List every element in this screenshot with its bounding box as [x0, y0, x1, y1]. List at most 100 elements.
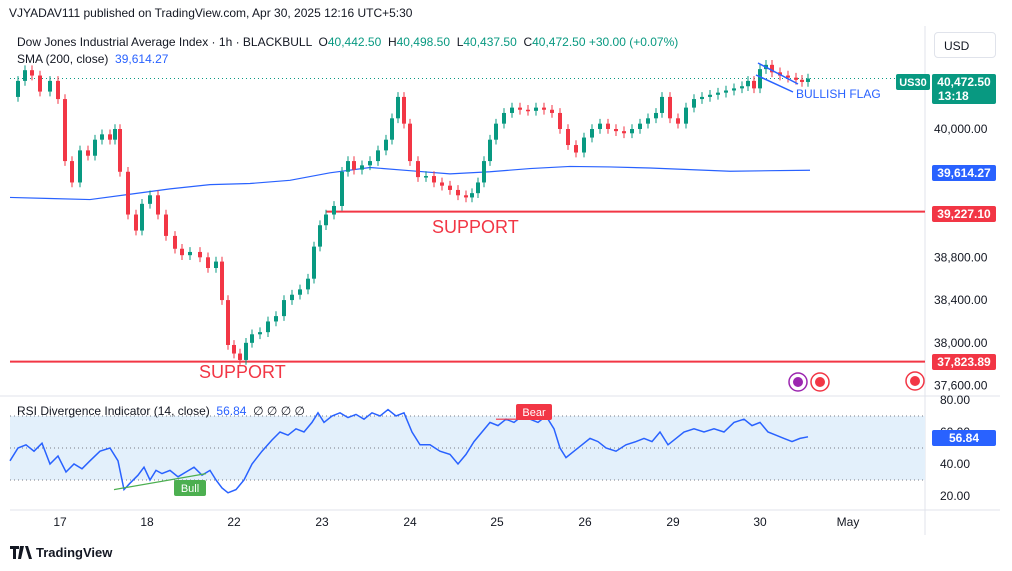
candle-body	[306, 278, 310, 290]
candle-body	[126, 171, 130, 215]
candle-body	[384, 139, 388, 151]
price-axis-tick: 40,000.00	[934, 122, 988, 136]
candle-body	[274, 316, 278, 322]
candle-body	[590, 129, 594, 138]
candle-body	[758, 69, 762, 89]
bull-tag: Bull	[181, 483, 199, 495]
rsi-axis-tick: 20.00	[940, 489, 970, 503]
candle-body	[574, 145, 578, 153]
candle-body	[232, 344, 236, 354]
candle-body	[700, 96, 704, 100]
rsi-badge: 56.84	[949, 431, 979, 445]
last-price-badge-bg	[932, 74, 996, 104]
candle-body	[282, 300, 286, 317]
candle-body	[488, 139, 492, 162]
time-axis-tick: 29	[666, 515, 680, 529]
candle-body	[786, 75, 790, 78]
candle-body	[482, 161, 486, 183]
currency-selector[interactable]: USD	[934, 32, 996, 58]
event-icon-dot	[910, 376, 920, 386]
candle-body	[794, 77, 798, 80]
time-axis-tick: 18	[140, 515, 154, 529]
candle-body	[214, 261, 218, 268]
candle-body	[312, 246, 316, 279]
candle-body	[78, 150, 82, 183]
candle-body	[70, 161, 74, 183]
candle-body	[502, 112, 506, 124]
candle-body	[118, 129, 122, 172]
rsi-legend-placeholders: ∅ ∅ ∅ ∅	[253, 404, 305, 418]
candle-body	[646, 118, 650, 124]
candle-body	[206, 257, 210, 268]
candle-body	[352, 161, 356, 170]
candle-body	[526, 109, 530, 112]
candle-body	[464, 195, 468, 198]
candle-body	[376, 150, 380, 162]
sma-legend-label: SMA (200, close)	[17, 52, 109, 66]
sma-badge: 39,614.27	[937, 166, 991, 180]
candle-body	[606, 123, 610, 129]
candle-body	[38, 75, 42, 92]
countdown-badge: 13:18	[938, 89, 969, 103]
last-price-badge: 40,472.50	[937, 75, 991, 89]
candle-body	[220, 261, 224, 301]
rsi-legend-label: RSI Divergence Indicator (14, close)	[17, 404, 210, 418]
candle-body	[250, 334, 254, 343]
candle-body	[134, 214, 138, 231]
rsi-axis-tick: 80.00	[940, 393, 970, 407]
price-axis-tick: 37,600.00	[934, 379, 988, 393]
price-axis-tick: 38,400.00	[934, 293, 988, 307]
support-upper-badge: 39,227.10	[937, 207, 991, 221]
candle-body	[614, 129, 618, 132]
candle-body	[716, 92, 720, 95]
candle-body	[654, 112, 658, 119]
candle-body	[660, 96, 664, 113]
symbol-legend: Dow Jones Industrial Average Index · 1h …	[17, 35, 678, 49]
candle-body	[238, 353, 242, 360]
ohlc-low: L40,437.50	[456, 35, 517, 49]
bull-divergence-line	[113, 473, 207, 491]
candle-body	[100, 134, 104, 140]
candle-body	[558, 112, 562, 129]
candle-body	[550, 109, 554, 113]
candle-body	[258, 332, 262, 335]
candle-body	[113, 129, 117, 140]
symbol-badge-bg	[896, 74, 930, 90]
candle-body	[30, 70, 34, 76]
candle-body	[173, 235, 177, 249]
candle-body	[752, 80, 756, 89]
ohlc-close: C40,472.50	[523, 35, 586, 49]
bullish-flag-label: BULLISH FLAG	[796, 87, 881, 101]
candle-body	[416, 161, 420, 178]
tradingview-footer: TradingView	[10, 545, 112, 560]
candle-body	[684, 107, 688, 124]
candle-body	[56, 80, 60, 100]
time-axis-tick: 24	[403, 515, 417, 529]
candle-body	[456, 189, 460, 196]
candle-body	[266, 321, 270, 333]
candle-body	[676, 118, 680, 124]
symbol-title: Dow Jones Industrial Average Index · 1h …	[17, 35, 312, 49]
bear-tag: Bear	[522, 407, 546, 419]
candle-body	[346, 161, 350, 172]
sma-legend[interactable]: SMA (200, close) 39,614.27	[17, 52, 168, 66]
time-axis-tick: May	[837, 515, 860, 529]
candle-body	[566, 129, 570, 146]
candle-body	[23, 70, 27, 81]
candle-body	[16, 80, 20, 97]
candle-body	[156, 195, 160, 215]
support-lower-badge: 37,823.89	[937, 355, 991, 369]
event-icon-dot	[793, 377, 803, 387]
candle-body	[198, 251, 202, 258]
candle-body	[770, 64, 774, 73]
sma-badge-bg	[932, 165, 996, 181]
rsi-axis-tick: 40.00	[940, 457, 970, 471]
rsi-legend[interactable]: RSI Divergence Indicator (14, close) 56.…	[17, 404, 305, 418]
support-label-upper: SUPPORT	[432, 217, 519, 237]
time-axis-tick: 22	[227, 515, 241, 529]
time-axis-tick: 25	[490, 515, 504, 529]
rsi-legend-value: 56.84	[216, 404, 247, 418]
sma-legend-value: 39,614.27	[115, 52, 169, 66]
candle-body	[668, 96, 672, 119]
